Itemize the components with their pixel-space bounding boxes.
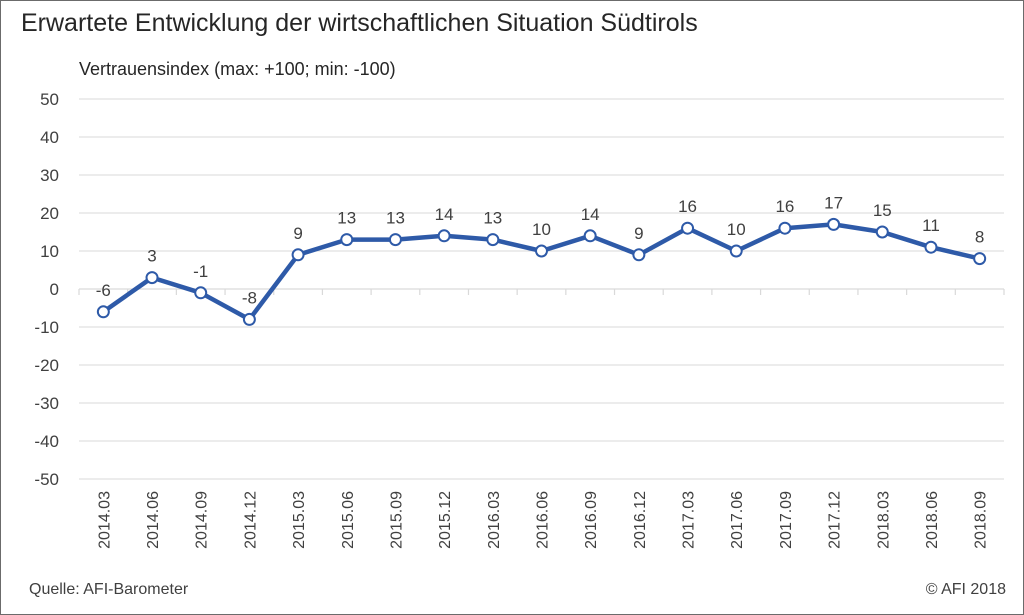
- data-label: -8: [242, 288, 257, 307]
- y-tick-label: 40: [40, 128, 59, 147]
- data-point: [827, 217, 841, 231]
- y-tick-label: 50: [40, 90, 59, 109]
- data-point: [681, 221, 695, 235]
- x-tick-label: 2017.03: [681, 491, 698, 549]
- chart-title: Erwartete Entwicklung der wirtschaftlich…: [21, 9, 698, 37]
- y-tick-label: 10: [40, 242, 59, 261]
- x-tick-label: 2017.06: [729, 491, 746, 549]
- data-label: -6: [96, 281, 111, 300]
- copyright-note: © AFI 2018: [925, 581, 1006, 598]
- x-tick-label: 2018.09: [973, 491, 990, 549]
- data-point: [340, 233, 354, 247]
- data-label: 10: [727, 220, 746, 239]
- data-point: [778, 221, 792, 235]
- y-tick-label: 0: [50, 280, 59, 299]
- data-label: 8: [975, 228, 984, 247]
- x-tick-label: 2014.09: [194, 491, 211, 549]
- data-point: [729, 244, 743, 258]
- data-point: [194, 286, 208, 300]
- data-point: [924, 240, 938, 254]
- data-point: [242, 312, 256, 326]
- x-tick-label: 2017.12: [827, 491, 844, 549]
- data-label: 13: [483, 209, 502, 228]
- data-label: 17: [824, 193, 843, 212]
- x-tick-label: 2014.03: [96, 491, 113, 549]
- x-tick-label: 2015.03: [291, 491, 308, 549]
- data-label: 14: [435, 205, 454, 224]
- y-tick-label: -10: [34, 318, 59, 337]
- y-tick-label: -50: [34, 470, 59, 489]
- x-tick-label: 2014.06: [145, 491, 162, 549]
- data-label: 13: [386, 209, 405, 228]
- data-point: [437, 229, 451, 243]
- x-tick-label: 2015.12: [437, 491, 454, 549]
- data-point: [535, 244, 548, 258]
- data-label: 14: [581, 205, 600, 224]
- x-tick-label: 2016.09: [583, 491, 600, 549]
- data-label: -1: [193, 262, 208, 281]
- data-point: [486, 233, 500, 247]
- data-point: [291, 248, 305, 262]
- x-tick-label: 2016.06: [535, 491, 552, 549]
- y-tick-label: -40: [34, 432, 59, 451]
- y-tick-label: -20: [34, 356, 59, 375]
- data-label: 16: [678, 197, 697, 216]
- y-tick-label: 30: [40, 166, 59, 185]
- data-label: 15: [873, 201, 892, 220]
- data-label: 9: [293, 224, 302, 243]
- data-point: [96, 305, 110, 319]
- x-tick-label: 2015.06: [340, 491, 357, 549]
- x-tick-label: 2018.03: [875, 491, 892, 549]
- data-point: [973, 252, 987, 266]
- y-tick-label: -30: [34, 394, 59, 413]
- x-tick-label: 2016.03: [486, 491, 503, 549]
- data-point: [388, 233, 402, 247]
- data-point: [875, 225, 889, 239]
- x-tick-label: 2018.06: [924, 491, 941, 549]
- x-tick-label: 2017.09: [778, 491, 795, 549]
- data-label: 9: [634, 224, 643, 243]
- data-label: 11: [922, 216, 940, 235]
- data-label: 3: [147, 247, 156, 266]
- x-tick-label: 2016.12: [632, 491, 649, 549]
- data-point: [145, 271, 159, 285]
- data-point: [583, 229, 597, 243]
- y-axis-label: Vertrauensindex (max: +100; min: -100): [79, 59, 396, 79]
- data-label: 10: [532, 220, 551, 239]
- y-tick-label: 20: [40, 204, 59, 223]
- data-label: 13: [337, 209, 356, 228]
- data-point: [632, 248, 646, 262]
- x-tick-label: 2015.09: [388, 491, 405, 549]
- source-note: Quelle: AFI-Barometer: [29, 581, 189, 598]
- x-tick-label: 2014.12: [242, 491, 259, 549]
- data-label: 16: [775, 197, 794, 216]
